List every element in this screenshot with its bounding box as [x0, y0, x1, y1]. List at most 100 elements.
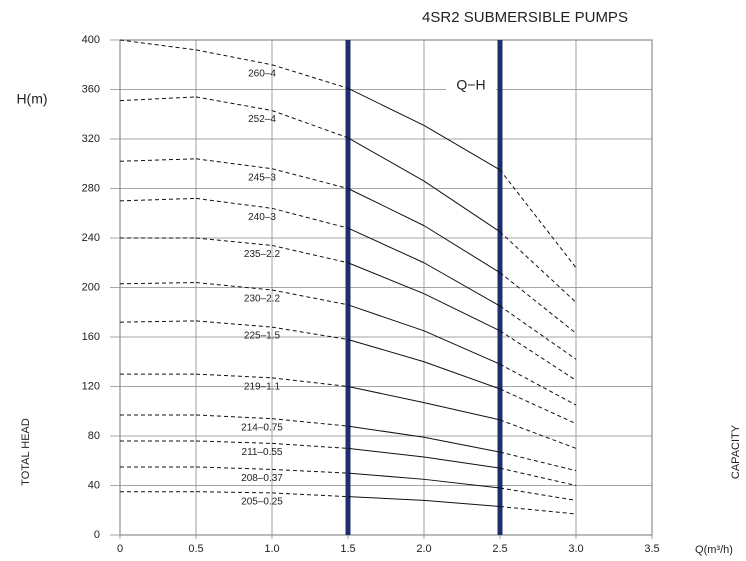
curve-segment: [499, 305, 577, 360]
y-tick-label: 360: [82, 83, 100, 95]
curve-label: 252–4: [248, 114, 276, 125]
curve-segment: [271, 326, 349, 340]
curve-label: 214–0.75: [241, 422, 283, 433]
curve-label: 219–1.1: [244, 381, 281, 392]
curve-segment: [271, 207, 349, 229]
x-tick-label: 2.0: [416, 543, 431, 555]
curve-segment: [423, 124, 501, 171]
curve-segment: [347, 137, 425, 182]
curve-segment: [119, 282, 197, 285]
curve-segment: [119, 39, 197, 51]
curve-segment: [423, 262, 501, 307]
x-tick-label: 3.0: [568, 543, 583, 555]
curve-segment: [347, 262, 425, 295]
curve-segment: [271, 418, 349, 427]
curve-segment: [195, 237, 273, 246]
y-tick-label: 80: [88, 430, 100, 442]
curve-segment: [499, 451, 577, 472]
curve-segment: [499, 487, 577, 501]
curve-segment: [271, 468, 349, 474]
curve-segment: [499, 363, 577, 406]
x-axis-title: CAPACITY: [730, 424, 742, 479]
curve-label: 245–3: [248, 172, 276, 183]
curve-segment: [347, 447, 425, 458]
curve-segment: [119, 197, 197, 202]
curve-segment: [499, 330, 577, 381]
curve-segment: [195, 466, 273, 470]
curve-segment: [499, 231, 577, 303]
y-tick-label: 160: [82, 331, 100, 343]
curve-segment: [423, 293, 501, 332]
curve-segment: [119, 158, 197, 162]
curve-segment: [347, 227, 425, 264]
curve-segment: [195, 158, 273, 170]
curve-segment: [423, 180, 501, 233]
y-tick-label: 200: [82, 281, 100, 293]
curve-segment: [119, 96, 197, 102]
y-tick-label: 0: [94, 529, 100, 541]
y-axis-title: TOTAL HEAD: [20, 418, 32, 486]
curve-segment: [347, 472, 425, 480]
curve-segment: [423, 225, 501, 274]
y-tick-label: 320: [82, 133, 100, 145]
subtitle-bg: [446, 76, 496, 96]
curve-segment: [423, 361, 501, 390]
curve-segment: [423, 499, 501, 508]
chart-title: 4SR2 SUBMERSIBLE PUMPS: [422, 9, 628, 26]
curve-segment: [195, 49, 273, 66]
x-unit: Q(m³/h): [695, 544, 733, 556]
curve-type: Q−H: [456, 77, 485, 93]
curve-segment: [423, 330, 501, 365]
curve-segment: [347, 386, 425, 404]
y-tick-label: 280: [82, 182, 100, 194]
curve-segment: [195, 197, 273, 209]
curve-label: 240–3: [248, 212, 276, 223]
curve-segment: [499, 467, 577, 486]
curve-segment: [347, 338, 425, 363]
curve-segment: [423, 456, 501, 469]
x-tick-label: 1.0: [264, 543, 279, 555]
x-tick-label: 3.5: [644, 543, 659, 555]
curve-segment: [499, 272, 577, 334]
curve-segment: [347, 304, 425, 332]
curve-label: 230–2.2: [244, 294, 281, 305]
curve-segment: [195, 96, 273, 112]
curve-segment: [347, 188, 425, 227]
x-tick-label: 0.5: [188, 543, 203, 555]
curve-label: 211–0.55: [242, 447, 283, 458]
y-tick-label: 120: [82, 380, 100, 392]
curve-segment: [271, 442, 349, 449]
curve-segment: [499, 419, 577, 449]
curve-segment: [195, 373, 273, 379]
y-tick-label: 240: [82, 232, 100, 244]
curve-segment: [499, 388, 577, 425]
y-unit: H(m): [16, 91, 47, 107]
y-tick-label: 40: [88, 479, 100, 491]
curve-segment: [347, 87, 425, 126]
curve-segment: [195, 320, 273, 328]
curve-segment: [499, 506, 577, 515]
curve-label: 208–0.37: [241, 473, 283, 484]
curve-segment: [271, 64, 349, 89]
curve-segment: [271, 168, 349, 189]
curve-segment: [195, 414, 273, 420]
curve-segment: [195, 282, 273, 291]
x-tick-label: 2.5: [492, 543, 507, 555]
curve-segment: [347, 425, 425, 438]
curve-segment: [271, 377, 349, 387]
curve-label: 225–1.5: [244, 331, 281, 342]
curve-segment: [271, 244, 349, 264]
curve-segment: [271, 289, 349, 306]
curve-segment: [195, 440, 273, 444]
curve-label: 235–2.2: [244, 249, 281, 260]
curve-segment: [423, 402, 501, 421]
curve-segment: [347, 496, 425, 501]
curve-segment: [499, 169, 577, 269]
curve-label: 260–4: [248, 68, 276, 79]
curve-segment: [195, 491, 273, 494]
curve-segment: [423, 478, 501, 489]
curve-label: 205–0.25: [241, 497, 283, 508]
curve-segment: [271, 492, 349, 498]
